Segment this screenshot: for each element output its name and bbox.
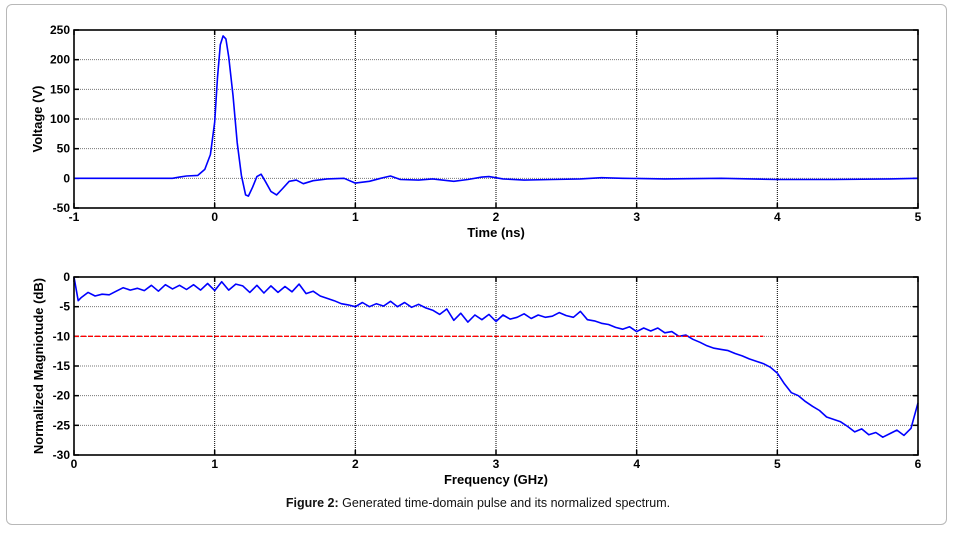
y-tick-label: 150 bbox=[50, 82, 70, 96]
x-tick-label: 4 bbox=[774, 210, 781, 224]
y-axis-label: Normalized Magniotude (dB) bbox=[31, 278, 46, 454]
caption-text: Generated time-domain pulse and its norm… bbox=[338, 496, 671, 510]
x-tick-label: 1 bbox=[211, 457, 218, 471]
x-tick-label: 3 bbox=[493, 457, 500, 471]
y-tick-label: -25 bbox=[53, 418, 71, 432]
y-tick-label: -15 bbox=[53, 359, 71, 373]
series-pulse bbox=[74, 35, 919, 197]
figure-caption: Figure 2: Generated time-domain pulse an… bbox=[0, 496, 956, 510]
plot-area-border bbox=[73, 276, 919, 456]
x-tick-label: 0 bbox=[211, 210, 218, 224]
y-tick-label: 200 bbox=[50, 53, 70, 67]
plot-area-border bbox=[73, 29, 919, 209]
y-tick-label: -5 bbox=[59, 300, 70, 314]
y-tick-label: -50 bbox=[53, 201, 71, 215]
x-tick-label: 6 bbox=[915, 457, 922, 471]
x-tick-label: 5 bbox=[915, 210, 922, 224]
x-tick-label: 1 bbox=[352, 210, 359, 224]
x-tick-label: 0 bbox=[71, 457, 78, 471]
chart-1: -50 0 50 100 150 200 250 -1 0 1 2 3 4 5 Time (ns) Volta… bbox=[30, 23, 922, 240]
y-tick-label: 100 bbox=[50, 112, 70, 126]
x-axis-label: Frequency (GHz) bbox=[444, 472, 548, 487]
caption-label: Figure 2: bbox=[285, 496, 339, 510]
series-spectrum bbox=[73, 276, 919, 439]
chart-2: -30 -25 -20 -15 -10 -5 0 0 1 2 3 4 5 6 Frequency (GHz)… bbox=[31, 270, 922, 487]
x-axis-label: Time (ns) bbox=[467, 225, 525, 240]
y-tick-label: 250 bbox=[50, 23, 70, 37]
y-tick-label: 0 bbox=[63, 171, 70, 185]
y-axis-label: Voltage (V) bbox=[30, 86, 45, 153]
figure-frame bbox=[6, 4, 947, 525]
x-tick-label: 2 bbox=[352, 457, 359, 471]
x-tick-label: 4 bbox=[633, 457, 640, 471]
y-tick-label: -30 bbox=[53, 448, 71, 462]
x-tick-label: 3 bbox=[633, 210, 640, 224]
x-tick-label: 5 bbox=[774, 457, 781, 471]
x-tick-label: 2 bbox=[493, 210, 500, 224]
y-tick-label: -20 bbox=[53, 389, 71, 403]
x-tick-label: -1 bbox=[69, 210, 80, 224]
y-tick-label: 50 bbox=[57, 142, 71, 156]
y-tick-label: -10 bbox=[53, 329, 71, 343]
y-tick-label: 0 bbox=[63, 270, 70, 284]
